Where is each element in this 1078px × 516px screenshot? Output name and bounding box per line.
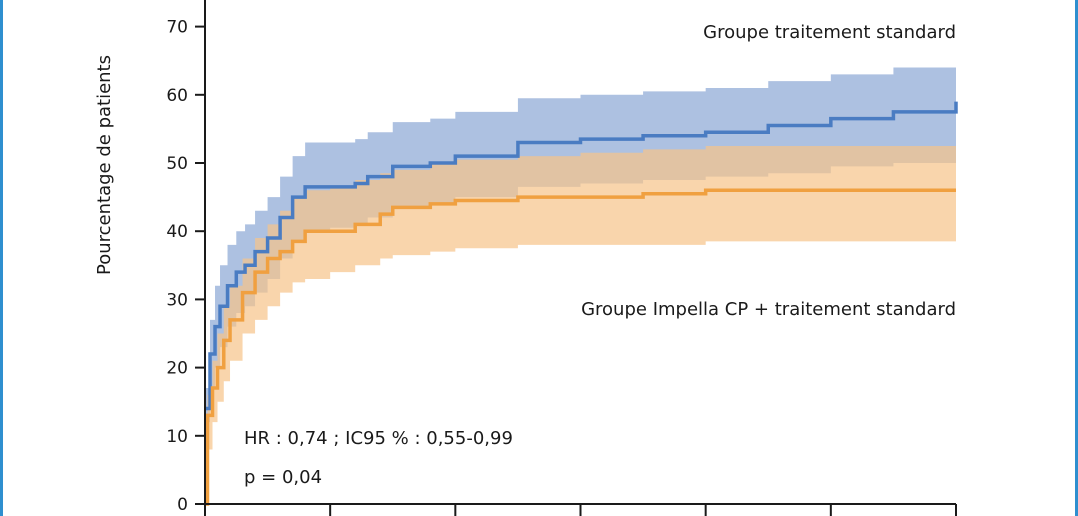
confidence-bands	[205, 53, 956, 504]
series-line-impella	[205, 188, 956, 506]
y-tick-label-40: 40	[166, 222, 188, 242]
y-axis-label: Pourcentage de patients	[94, 55, 115, 275]
series-lines	[205, 101, 958, 506]
p-value-annotation: p = 0,04	[244, 467, 322, 488]
series-label-standard: Groupe traitement standard	[703, 22, 956, 43]
y-tick-label-60: 60	[166, 86, 188, 106]
y-tick-label-10: 10	[166, 427, 188, 447]
y-tick-label-20: 20	[166, 359, 188, 379]
series-line-standard	[205, 101, 958, 411]
series-label-impella: Groupe Impella CP + traitement standard	[581, 299, 956, 320]
labels: Pourcentage de patients Groupe traitemen…	[94, 22, 956, 488]
axes: 0 10 20 30 40 50 60 70	[166, 0, 957, 516]
y-tick-label-30: 30	[166, 290, 188, 310]
y-tick-label-70: 70	[166, 18, 188, 38]
y-tick-label-0: 0	[177, 495, 188, 515]
y-tick-label-50: 50	[166, 154, 188, 174]
confidence-band-impella	[205, 145, 956, 504]
hazard-ratio-annotation: HR : 0,74 ; IC95 % : 0,55-0,99	[244, 428, 513, 449]
